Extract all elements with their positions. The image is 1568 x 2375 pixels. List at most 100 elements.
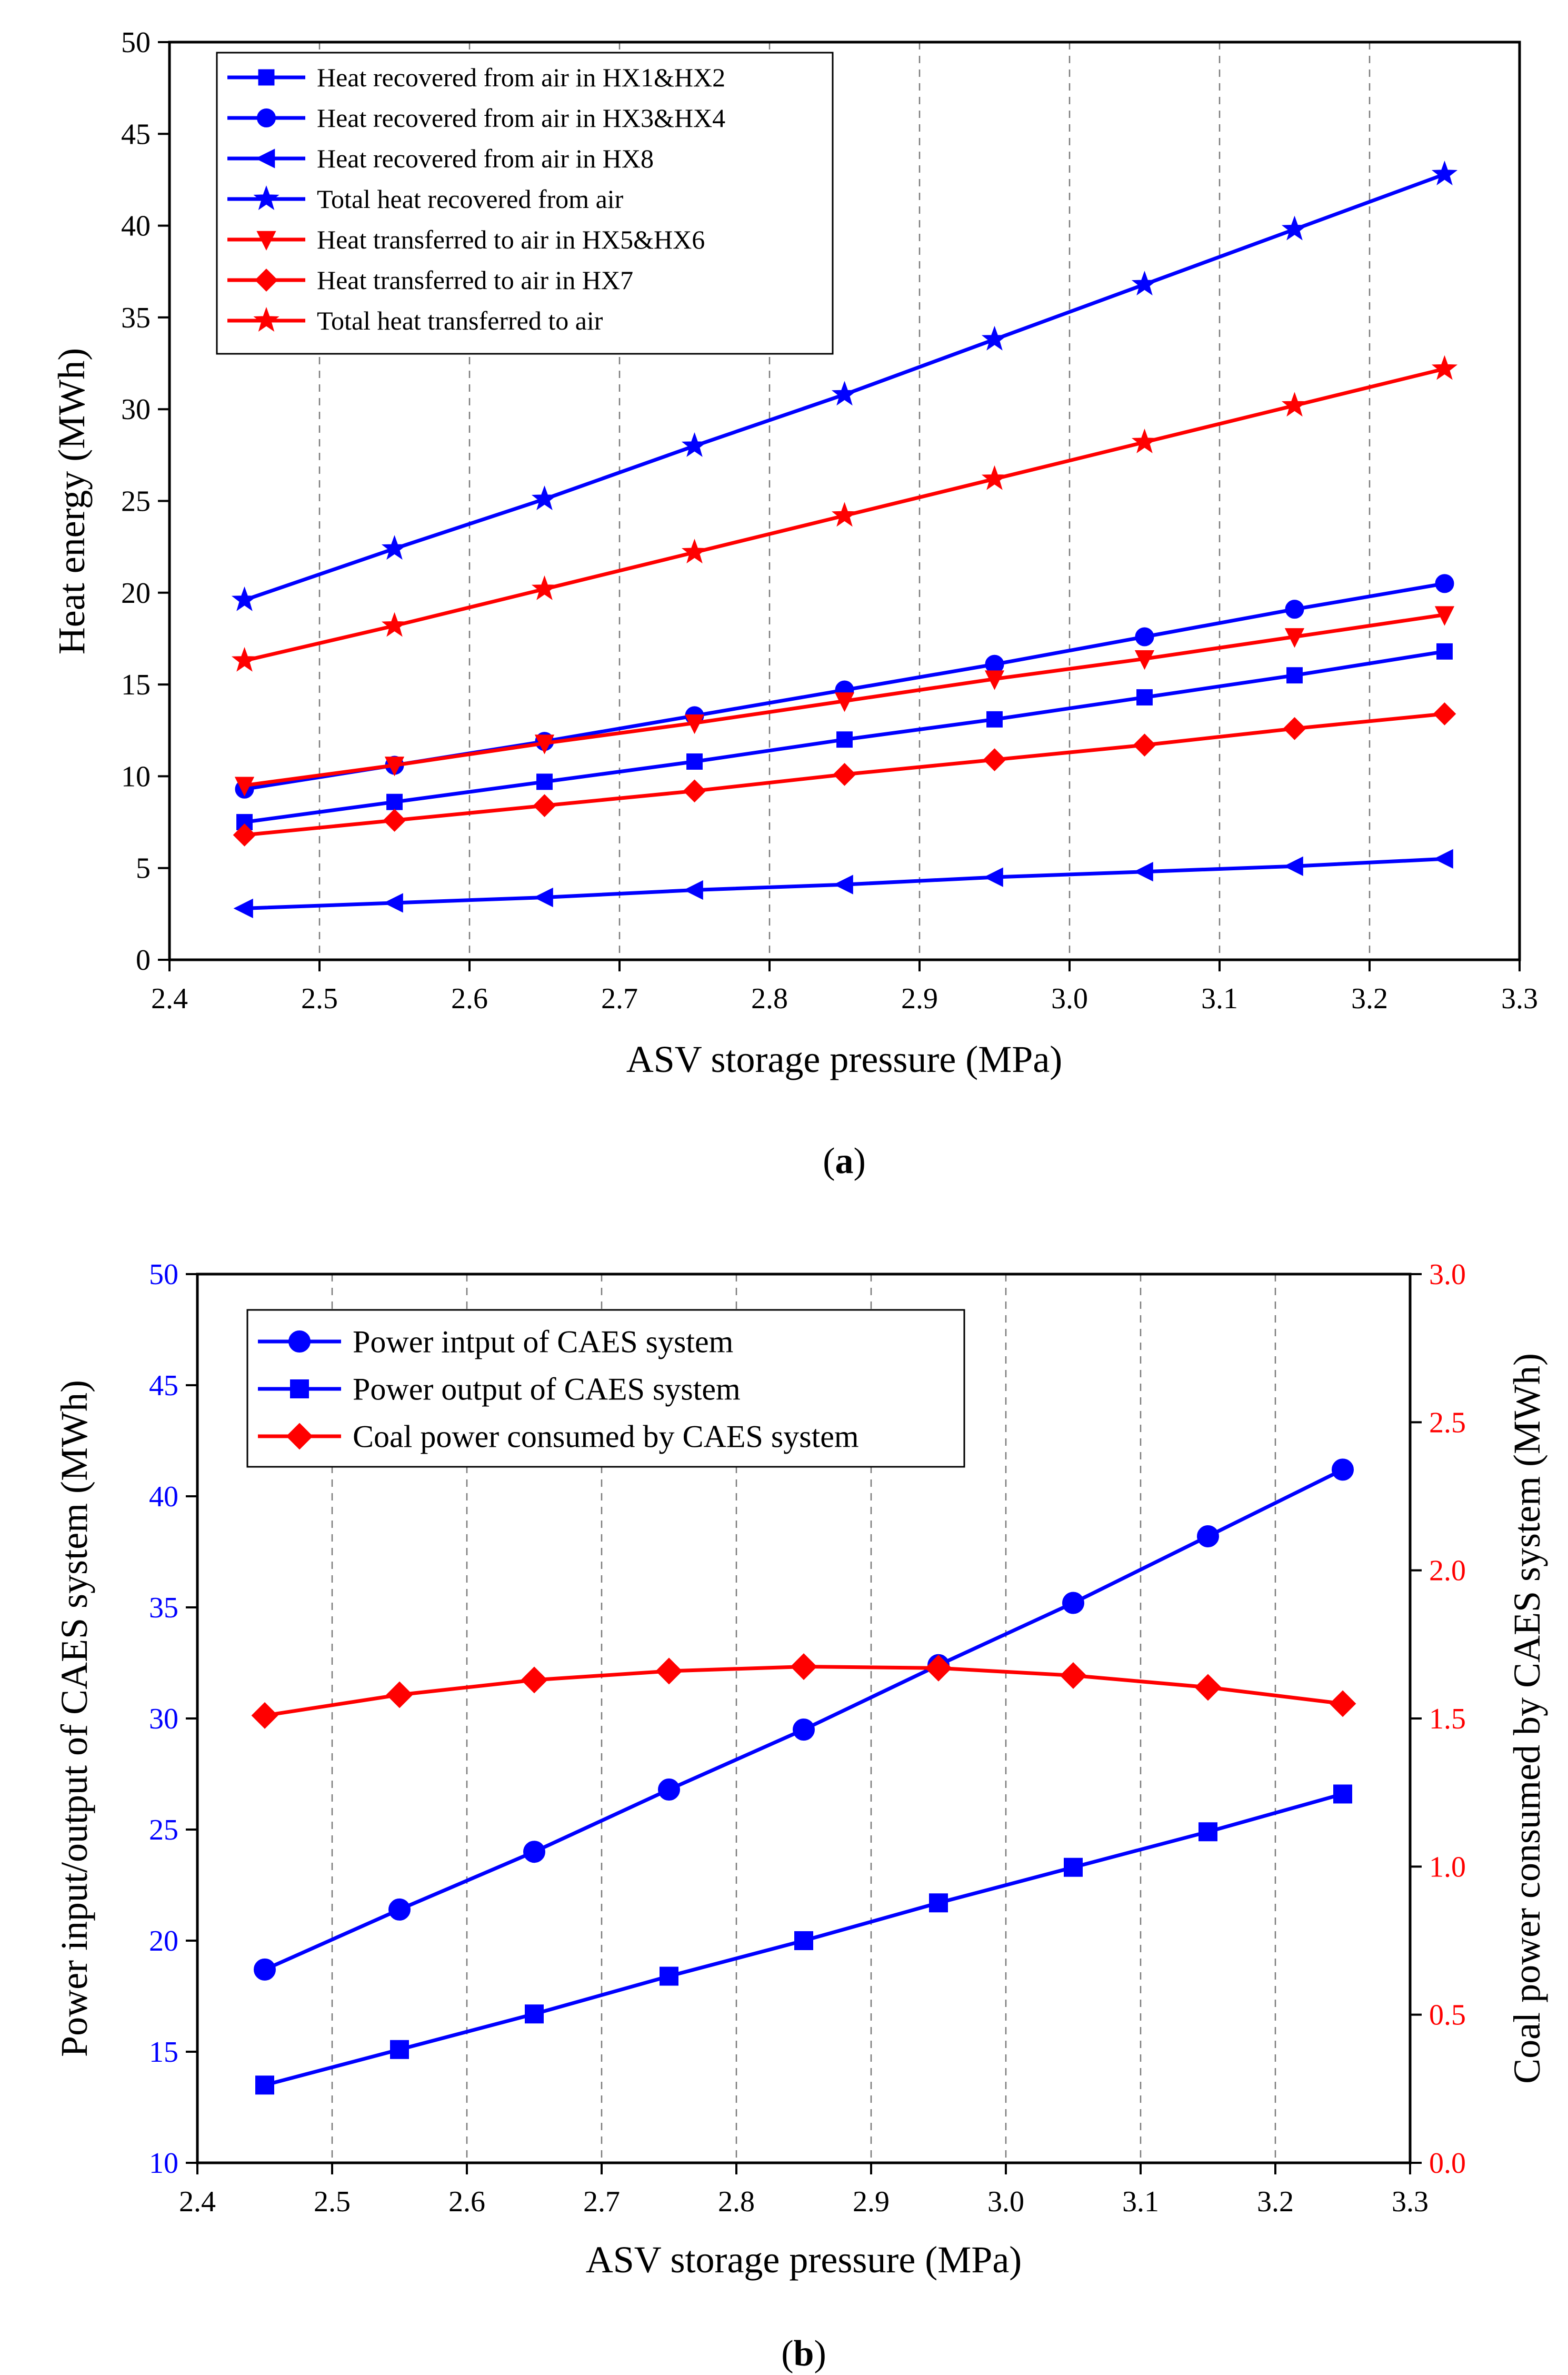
data-point [984, 670, 1005, 690]
data-point [1136, 689, 1153, 705]
legend-entry-4: Total heat recovered from air [227, 184, 624, 214]
legend-label: Coal power consumed by CAES system [353, 1419, 859, 1454]
series-3 [251, 1653, 1356, 1729]
legend-entry-7: Total heat transferred to air [227, 306, 603, 335]
chart-b-y-tick-labels: 10 15 20 25 30 35 40 45 50 [149, 1258, 178, 2180]
data-point [1062, 1592, 1084, 1614]
chart-a-legend-box [216, 52, 834, 355]
data-point [1283, 717, 1306, 740]
legend-marker [253, 307, 279, 332]
x-tick-label: 2.4 [151, 982, 188, 1015]
legend-label: Heat recovered from air in HX1&HX2 [317, 63, 725, 92]
x-tick-label: 3.1 [1201, 982, 1238, 1015]
x-tick-label: 3.2 [1351, 982, 1388, 1015]
legend-marker [255, 148, 275, 168]
series-1 [254, 1458, 1354, 1981]
data-point [831, 502, 858, 527]
data-point [388, 1898, 411, 1921]
data-point [534, 734, 555, 754]
x-tick-label: 3.1 [1122, 2185, 1159, 2218]
data-point [1133, 862, 1153, 882]
series-7 [231, 355, 1458, 672]
data-point [655, 1657, 683, 1685]
data-point [390, 2040, 409, 2059]
data-point [1199, 1822, 1217, 1842]
data-point [234, 777, 255, 797]
y-tick-label: 40 [121, 210, 151, 243]
y-tick-label: 35 [149, 1592, 178, 1624]
legend-entry-3: Heat recovered from air in HX8 [227, 144, 654, 173]
y-tick-label: 0 [136, 944, 151, 977]
data-point [384, 757, 405, 777]
right-y-tick-label: 0.5 [1429, 1999, 1466, 2032]
y-tick-label: 20 [149, 1925, 178, 1957]
right-y-tick-label: 2.0 [1429, 1555, 1466, 1587]
y-tick-label: 15 [149, 2036, 178, 2069]
series-6 [233, 702, 1456, 847]
data-point [1131, 271, 1158, 296]
data-point [1431, 161, 1458, 186]
chart-a-x-axis-title: ASV storage pressure (MPa) [626, 1038, 1063, 1080]
data-point [386, 1681, 413, 1708]
x-tick-label: 3.0 [987, 2185, 1024, 2218]
y-tick-label: 50 [121, 26, 151, 59]
legend-label: Heat recovered from air in HX3&HX4 [317, 103, 725, 133]
y-tick-label: 5 [136, 852, 151, 885]
legend-label: Total heat recovered from air [317, 184, 624, 214]
data-point [1064, 1857, 1083, 1877]
chart-a-caption: (a) [823, 1141, 866, 1181]
chart-b-gridlines [331, 1274, 1276, 2163]
y-tick-label: 10 [149, 2147, 178, 2180]
data-point [683, 779, 706, 803]
data-point [1194, 1674, 1222, 1701]
data-point [660, 1966, 678, 1986]
x-tick-label: 2.5 [301, 982, 338, 1015]
data-point [1060, 1662, 1087, 1689]
series-2 [255, 1784, 1352, 2095]
legend-marker [286, 1423, 313, 1450]
legend-marker [256, 231, 276, 251]
chart-b-caption: (b) [781, 2333, 826, 2374]
legend-marker [258, 69, 275, 86]
y-tick-label: 15 [121, 669, 151, 701]
x-tick-label: 2.7 [583, 2185, 620, 2218]
legend-entry-6: Heat transferred to air in HX7 [227, 265, 633, 295]
data-point [683, 880, 703, 900]
data-point [525, 2004, 544, 2024]
data-point [925, 1654, 952, 1682]
data-point [1285, 600, 1304, 619]
chart-b-right-y-axis-title: Coal power consumed by CAES system (MWh) [1506, 1353, 1548, 2084]
x-tick-label: 3.3 [1501, 982, 1538, 1015]
y-tick-label: 50 [149, 1258, 178, 1291]
series-3 [233, 849, 1453, 919]
data-point [836, 731, 853, 748]
series-1 [236, 643, 1453, 830]
x-tick-label: 3.3 [1392, 2185, 1429, 2218]
x-tick-label: 2.4 [179, 2185, 216, 2218]
data-point [1433, 702, 1456, 726]
x-tick-label: 2.6 [451, 982, 488, 1015]
chart-b-ticks [186, 1273, 1422, 2174]
data-point [523, 1841, 545, 1863]
data-point [981, 325, 1008, 351]
legend-marker [257, 108, 276, 127]
data-point [383, 809, 406, 832]
data-point [1134, 650, 1155, 670]
chart-a-y-tick-labels: 0 5 10 15 20 25 30 35 40 45 50 [121, 26, 151, 977]
legend-entry-5: Heat transferred to air in HX5&HX6 [227, 225, 705, 254]
data-point [981, 465, 1008, 490]
chart-b-legend: Power intput of CAES system Power output … [246, 1309, 965, 1468]
y-tick-label: 45 [149, 1369, 178, 1402]
y-tick-label: 20 [121, 577, 151, 610]
data-point [790, 1653, 817, 1680]
legend-marker [290, 1379, 309, 1398]
data-point [521, 1666, 548, 1694]
right-y-tick-label: 1.5 [1429, 1703, 1466, 1735]
chart-b-right-y-tick-labels: 0.0 0.5 1.0 1.5 2.0 2.5 3.0 [1429, 1258, 1466, 2180]
data-point [1436, 643, 1453, 660]
legend-marker [253, 185, 279, 210]
legend-entry-3: Coal power consumed by CAES system [258, 1419, 859, 1454]
data-point [231, 647, 258, 672]
chart-b: 2.4 2.5 2.6 2.7 2.8 2.9 3.0 3.1 3.2 3.3 10 15 20 25 3… [53, 1258, 1548, 2374]
